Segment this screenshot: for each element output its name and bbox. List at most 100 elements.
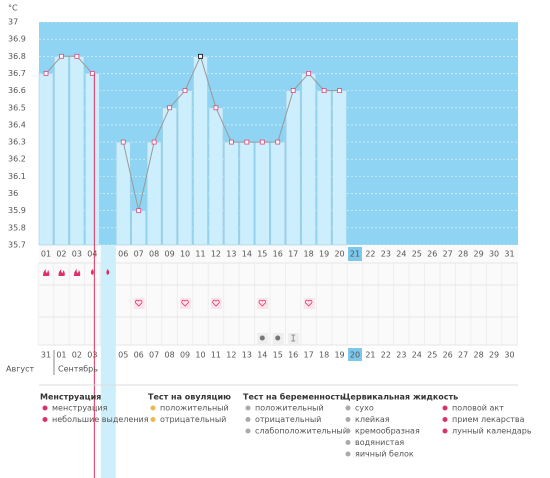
legend-item: кремообразная — [355, 427, 420, 436]
today-box — [348, 247, 362, 261]
intercourse-box — [303, 298, 315, 309]
temperature-point — [244, 139, 250, 145]
legend-item: отрицательный — [255, 415, 321, 424]
legend-icon — [345, 428, 351, 434]
date-label: 21 — [365, 351, 375, 360]
legend-title: Тест на овуляцию — [148, 393, 231, 402]
date-label: 22 — [381, 351, 391, 360]
y-tick-label: 36.7 — [8, 69, 26, 78]
legend-icon — [245, 428, 251, 434]
temperature-point — [120, 139, 126, 145]
day-label: 24 — [396, 250, 406, 259]
menstruation-icon — [58, 269, 65, 276]
legend-icon — [442, 428, 448, 434]
legend-item: отрицательный — [160, 415, 226, 424]
spotting-icon — [106, 269, 110, 275]
date-label: 24 — [412, 351, 422, 360]
legend-item: водянистая — [355, 438, 404, 447]
month-label: Август — [6, 365, 35, 374]
day-label: 06 — [118, 250, 128, 259]
date-label: 14 — [257, 351, 267, 360]
intercourse-icon — [212, 299, 220, 307]
unit-label: °C — [8, 4, 18, 13]
temperature-bar — [239, 141, 255, 246]
day-label: 26 — [427, 250, 437, 259]
gap-strip — [100, 245, 116, 478]
temperature-point — [89, 71, 95, 76]
menstruation-icon — [73, 269, 81, 276]
legend-item: положительный — [255, 404, 324, 413]
day-label: 03 — [72, 250, 82, 259]
date-label: 29 — [489, 351, 499, 360]
y-tick-label: 37 — [8, 18, 18, 27]
legend-icon — [442, 405, 448, 411]
date-label: 31 — [41, 351, 51, 360]
intercourse-icon — [135, 299, 143, 307]
day-label: 27 — [443, 250, 453, 259]
day-label: 28 — [458, 250, 468, 259]
intercourse-icon — [304, 299, 313, 307]
legend-item: лунный календарь — [452, 427, 532, 436]
intercourse-box — [257, 298, 269, 309]
temperature-point — [167, 105, 173, 111]
temperature-bar — [162, 107, 177, 246]
temperature-point — [259, 139, 265, 145]
temperature-point — [151, 139, 157, 145]
temperature-point — [290, 88, 296, 94]
legend-item: яичный белок — [355, 450, 414, 459]
date-label: 02 — [72, 351, 82, 360]
sticky-icon — [291, 334, 296, 342]
date-label: 19 — [334, 351, 344, 360]
date-label: 28 — [474, 351, 484, 360]
temperature-bar — [301, 73, 316, 246]
legend-icon — [345, 440, 351, 445]
legend-item: положительный — [160, 404, 229, 413]
day-label: 23 — [381, 250, 391, 259]
temperature-point — [213, 105, 219, 111]
legend-icon — [345, 451, 351, 457]
date-label: 13 — [242, 351, 252, 360]
temperature-bar — [69, 56, 85, 246]
temperature-point — [59, 53, 64, 59]
legend-title: Менструация — [40, 393, 101, 402]
legend-icon — [245, 417, 251, 422]
y-tick-label: 36.8 — [8, 52, 26, 61]
date-label: 18 — [319, 351, 329, 360]
day-label: 13 — [226, 250, 236, 259]
temperature-bar — [332, 90, 347, 246]
day-label: 02 — [56, 250, 66, 259]
legend-icon — [42, 417, 48, 422]
fluid-icon — [259, 335, 265, 341]
temperature-point — [321, 88, 327, 94]
temperature-bar — [131, 210, 146, 246]
temperature-bar — [208, 107, 224, 246]
temperature-bar — [224, 141, 239, 246]
legend-title: Тест на беременность — [243, 392, 345, 402]
legend-icon — [442, 417, 448, 422]
temperature-bar — [285, 90, 301, 246]
temperature-point — [306, 71, 312, 76]
spotting-icon — [90, 269, 94, 275]
day-label: 01 — [41, 250, 51, 259]
intercourse-box — [133, 298, 145, 309]
date-label: 07 — [149, 351, 159, 360]
day-label: 11 — [195, 250, 205, 259]
temperature-point — [74, 53, 80, 59]
y-tick-label: 36 — [8, 189, 18, 198]
day-label: 15 — [257, 250, 267, 259]
day-label: 29 — [474, 250, 484, 259]
legend-item: слабоположительный — [255, 427, 348, 436]
intercourse-icon — [181, 299, 189, 307]
date-label: 23 — [396, 351, 406, 360]
temperature-point — [182, 88, 188, 94]
today-box — [348, 348, 362, 361]
lower-bg — [39, 245, 518, 345]
temperature-line — [45, 55, 93, 74]
legend-item: менструация — [52, 404, 108, 413]
y-tick-label: 36.6 — [8, 86, 26, 95]
date-label: 17 — [304, 351, 314, 360]
temperature-bar — [54, 56, 69, 246]
y-tick-label: 36.3 — [8, 138, 26, 147]
date-label: 05 — [118, 351, 128, 360]
